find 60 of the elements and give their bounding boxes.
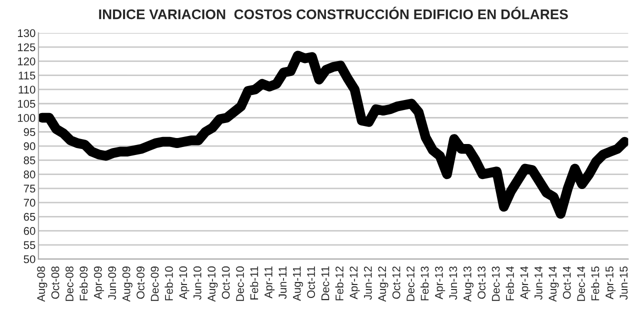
- x-tick-label: Jun-13: [449, 266, 458, 300]
- x-tick-label: Dec-12: [406, 266, 414, 301]
- x-tick-label: Aug-13: [463, 266, 474, 302]
- x-tick-label: Feb-13: [420, 266, 429, 300]
- x-tick-label: Feb-15: [591, 266, 600, 300]
- x-tick-label: Aug-12: [378, 266, 388, 302]
- y-tick-label: 50: [24, 255, 36, 264]
- x-tick-label: Oct-13: [478, 266, 486, 299]
- y-tick-label: 75: [24, 184, 36, 193]
- x-tick-label: Dec-10: [236, 266, 244, 301]
- x-tick-label: Dec-09: [150, 266, 159, 301]
- x-tick-label: Oct-11: [307, 266, 315, 298]
- x-tick-label: Jun-09: [108, 266, 116, 300]
- x-tick-label: Oct-12: [392, 266, 400, 299]
- x-tick-label: Feb-14: [506, 266, 514, 300]
- y-tick-label: 105: [18, 100, 36, 108]
- y-tick-label: 70: [24, 198, 36, 207]
- y-tick-label: 80: [24, 170, 36, 178]
- x-tick-label: Aug-14: [548, 266, 559, 302]
- x-tick-label: Apr-14: [520, 266, 530, 300]
- x-tick-label: Apr-13: [435, 266, 446, 300]
- y-tick-label: 85: [24, 156, 36, 164]
- x-tick-label: Oct-10: [222, 266, 230, 299]
- y-tick-label: 65: [24, 212, 36, 221]
- y-tick-label: 90: [24, 142, 36, 150]
- x-tick-label: Aug-11: [293, 266, 303, 301]
- y-tick-label: 95: [24, 128, 36, 136]
- y-tick-label: 60: [24, 227, 36, 235]
- chart-title: INDICE VARIACION COSTOS CONSTRUCCIÓN EDIFICIO EN DÓLARES: [99, 6, 568, 20]
- x-tick-label: Jun-11: [278, 266, 287, 299]
- y-tick-label: 100: [18, 114, 36, 122]
- x-tick-label: Jun-14: [534, 266, 542, 300]
- x-tick-label: Oct-08: [51, 266, 60, 299]
- x-tick-label: Oct-09: [136, 266, 144, 299]
- x-tick-label: Apr-09: [94, 266, 104, 300]
- x-tick-label: Apr-15: [606, 266, 616, 300]
- x-tick-label: Jun-15: [620, 266, 628, 300]
- x-tick-label: Feb-12: [335, 266, 344, 300]
- x-tick-label: Dec-13: [492, 266, 500, 301]
- y-tick-label: 55: [24, 241, 36, 250]
- x-tick-label: Feb-11: [250, 266, 258, 300]
- y-tick-label: 120: [18, 57, 36, 66]
- y-tick-label: 115: [18, 72, 36, 80]
- x-tick-label: Aug-10: [208, 266, 218, 302]
- x-tick-label: Feb-10: [164, 266, 173, 300]
- x-tick-label: Jun-10: [193, 266, 202, 300]
- x-tick-label: Aug-09: [122, 266, 132, 302]
- x-tick-label: Feb-09: [79, 266, 88, 300]
- y-tick-label: 130: [18, 29, 36, 38]
- y-tick-label: 125: [18, 43, 36, 52]
- x-tick-label: Dec-08: [66, 266, 74, 301]
- x-tick-label: Apr-12: [350, 266, 360, 300]
- x-tick-label: Oct-14: [562, 266, 571, 299]
- x-tick-label: Aug-08: [37, 266, 48, 302]
- x-tick-label: Apr-11: [264, 266, 275, 298]
- x-tick-label: Jun-12: [364, 266, 372, 300]
- x-tick-label: Dec-11: [321, 266, 330, 300]
- x-tick-label: Apr-10: [179, 266, 190, 300]
- x-tick-label: Dec-14: [577, 266, 585, 301]
- y-tick-label: 110: [18, 86, 36, 94]
